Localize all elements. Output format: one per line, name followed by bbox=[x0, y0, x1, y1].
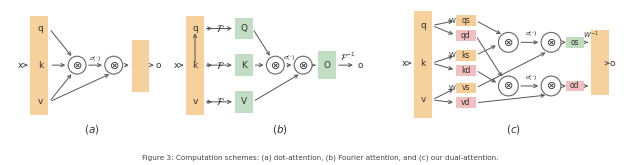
Circle shape bbox=[541, 33, 561, 52]
Text: v: v bbox=[193, 97, 198, 106]
Text: $\sigma(\cdot)$: $\sigma(\cdot)$ bbox=[525, 29, 538, 38]
FancyBboxPatch shape bbox=[235, 54, 253, 76]
Circle shape bbox=[68, 56, 86, 74]
Text: $\otimes$: $\otimes$ bbox=[298, 60, 308, 71]
FancyBboxPatch shape bbox=[456, 65, 476, 76]
FancyBboxPatch shape bbox=[235, 91, 253, 113]
Text: Q: Q bbox=[240, 24, 247, 33]
Text: $\otimes$: $\otimes$ bbox=[503, 81, 513, 91]
Text: $\otimes$: $\otimes$ bbox=[546, 81, 556, 91]
FancyBboxPatch shape bbox=[456, 97, 476, 108]
Text: x: x bbox=[173, 61, 179, 70]
Text: vd: vd bbox=[461, 98, 470, 107]
FancyBboxPatch shape bbox=[456, 50, 476, 61]
Text: $\mathcal{F}$: $\mathcal{F}$ bbox=[216, 96, 225, 107]
Text: W: W bbox=[449, 52, 455, 58]
FancyBboxPatch shape bbox=[414, 11, 432, 118]
Text: v: v bbox=[420, 95, 426, 104]
Text: qs: qs bbox=[461, 16, 470, 25]
Text: o: o bbox=[610, 59, 615, 68]
Circle shape bbox=[541, 76, 561, 96]
Text: od: od bbox=[570, 82, 580, 90]
Text: k: k bbox=[193, 61, 198, 70]
FancyBboxPatch shape bbox=[186, 16, 204, 115]
Text: $\mathcal{F}^{-1}$: $\mathcal{F}^{-1}$ bbox=[340, 51, 356, 63]
Text: O: O bbox=[323, 61, 330, 70]
Text: $\otimes$: $\otimes$ bbox=[72, 60, 82, 71]
FancyBboxPatch shape bbox=[235, 17, 253, 39]
Circle shape bbox=[105, 56, 123, 74]
Text: x: x bbox=[18, 61, 23, 70]
Text: $\otimes$: $\otimes$ bbox=[503, 37, 513, 48]
Text: $(c)$: $(c)$ bbox=[506, 123, 521, 136]
Text: $\mathcal{F}$: $\mathcal{F}$ bbox=[216, 23, 225, 34]
Text: k: k bbox=[38, 61, 43, 70]
Text: q: q bbox=[420, 21, 426, 30]
Text: W: W bbox=[449, 85, 455, 91]
Circle shape bbox=[499, 76, 518, 96]
Text: $\otimes$: $\otimes$ bbox=[109, 60, 119, 71]
Circle shape bbox=[294, 56, 312, 74]
Text: x: x bbox=[401, 59, 407, 68]
Text: kd: kd bbox=[461, 66, 470, 75]
Text: $\sigma(\cdot)$: $\sigma(\cdot)$ bbox=[89, 54, 101, 63]
FancyBboxPatch shape bbox=[566, 81, 584, 91]
Text: Figure 3: Computation schemes: (a) dot-attention, (b) Fourier attention, and (c): Figure 3: Computation schemes: (a) dot-a… bbox=[142, 154, 498, 161]
Text: $(a)$: $(a)$ bbox=[84, 123, 100, 136]
Text: $\sigma(\cdot)$: $\sigma(\cdot)$ bbox=[525, 73, 538, 82]
Text: V: V bbox=[241, 97, 246, 106]
FancyBboxPatch shape bbox=[456, 15, 476, 26]
FancyBboxPatch shape bbox=[456, 30, 476, 41]
Text: q: q bbox=[192, 24, 198, 33]
Text: os: os bbox=[570, 38, 579, 47]
Text: qd: qd bbox=[461, 31, 470, 40]
FancyBboxPatch shape bbox=[31, 16, 48, 115]
Text: o: o bbox=[358, 61, 364, 70]
Text: $\sigma(\cdot)$: $\sigma(\cdot)$ bbox=[283, 53, 296, 62]
Text: q: q bbox=[38, 24, 44, 33]
FancyBboxPatch shape bbox=[132, 40, 150, 92]
Text: ks: ks bbox=[461, 51, 470, 60]
Text: $\otimes$: $\otimes$ bbox=[546, 37, 556, 48]
Circle shape bbox=[266, 56, 284, 74]
Text: W: W bbox=[449, 17, 455, 24]
FancyBboxPatch shape bbox=[318, 51, 336, 79]
Text: $W^{-1}$: $W^{-1}$ bbox=[582, 30, 599, 41]
FancyBboxPatch shape bbox=[456, 82, 476, 93]
Text: o: o bbox=[156, 61, 161, 70]
Text: k: k bbox=[420, 59, 426, 68]
FancyBboxPatch shape bbox=[591, 30, 609, 95]
Text: vs: vs bbox=[461, 83, 470, 92]
Circle shape bbox=[499, 33, 518, 52]
Text: K: K bbox=[241, 61, 246, 70]
Text: $\mathcal{F}$: $\mathcal{F}$ bbox=[216, 60, 225, 71]
Text: $\otimes$: $\otimes$ bbox=[270, 60, 280, 71]
Text: $(b)$: $(b)$ bbox=[273, 123, 288, 136]
FancyBboxPatch shape bbox=[566, 37, 584, 48]
Text: v: v bbox=[38, 97, 43, 106]
